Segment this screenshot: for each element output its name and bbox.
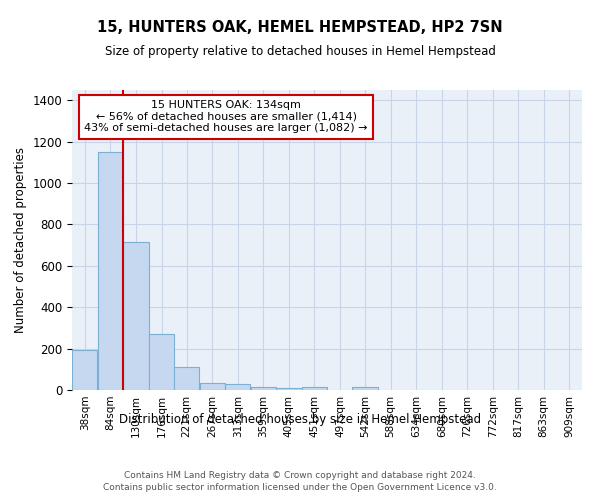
Bar	[276, 388, 302, 390]
Bar	[352, 387, 378, 390]
Text: Contains public sector information licensed under the Open Government Licence v3: Contains public sector information licen…	[103, 484, 497, 492]
Bar	[124, 242, 149, 390]
Text: Contains HM Land Registry data © Crown copyright and database right 2024.: Contains HM Land Registry data © Crown c…	[124, 471, 476, 480]
Text: 15, HUNTERS OAK, HEMEL HEMPSTEAD, HP2 7SN: 15, HUNTERS OAK, HEMEL HEMPSTEAD, HP2 7S…	[97, 20, 503, 35]
Y-axis label: Number of detached properties: Number of detached properties	[14, 147, 27, 333]
Bar	[225, 384, 250, 390]
Bar	[98, 152, 123, 390]
Bar	[302, 387, 327, 390]
Bar	[174, 367, 199, 390]
Bar	[149, 334, 174, 390]
Bar	[200, 383, 225, 390]
Text: 15 HUNTERS OAK: 134sqm
← 56% of detached houses are smaller (1,414)
43% of semi-: 15 HUNTERS OAK: 134sqm ← 56% of detached…	[85, 100, 368, 134]
Bar	[251, 387, 276, 390]
Bar	[72, 350, 97, 390]
Text: Size of property relative to detached houses in Hemel Hempstead: Size of property relative to detached ho…	[104, 45, 496, 58]
Text: Distribution of detached houses by size in Hemel Hempstead: Distribution of detached houses by size …	[119, 412, 481, 426]
